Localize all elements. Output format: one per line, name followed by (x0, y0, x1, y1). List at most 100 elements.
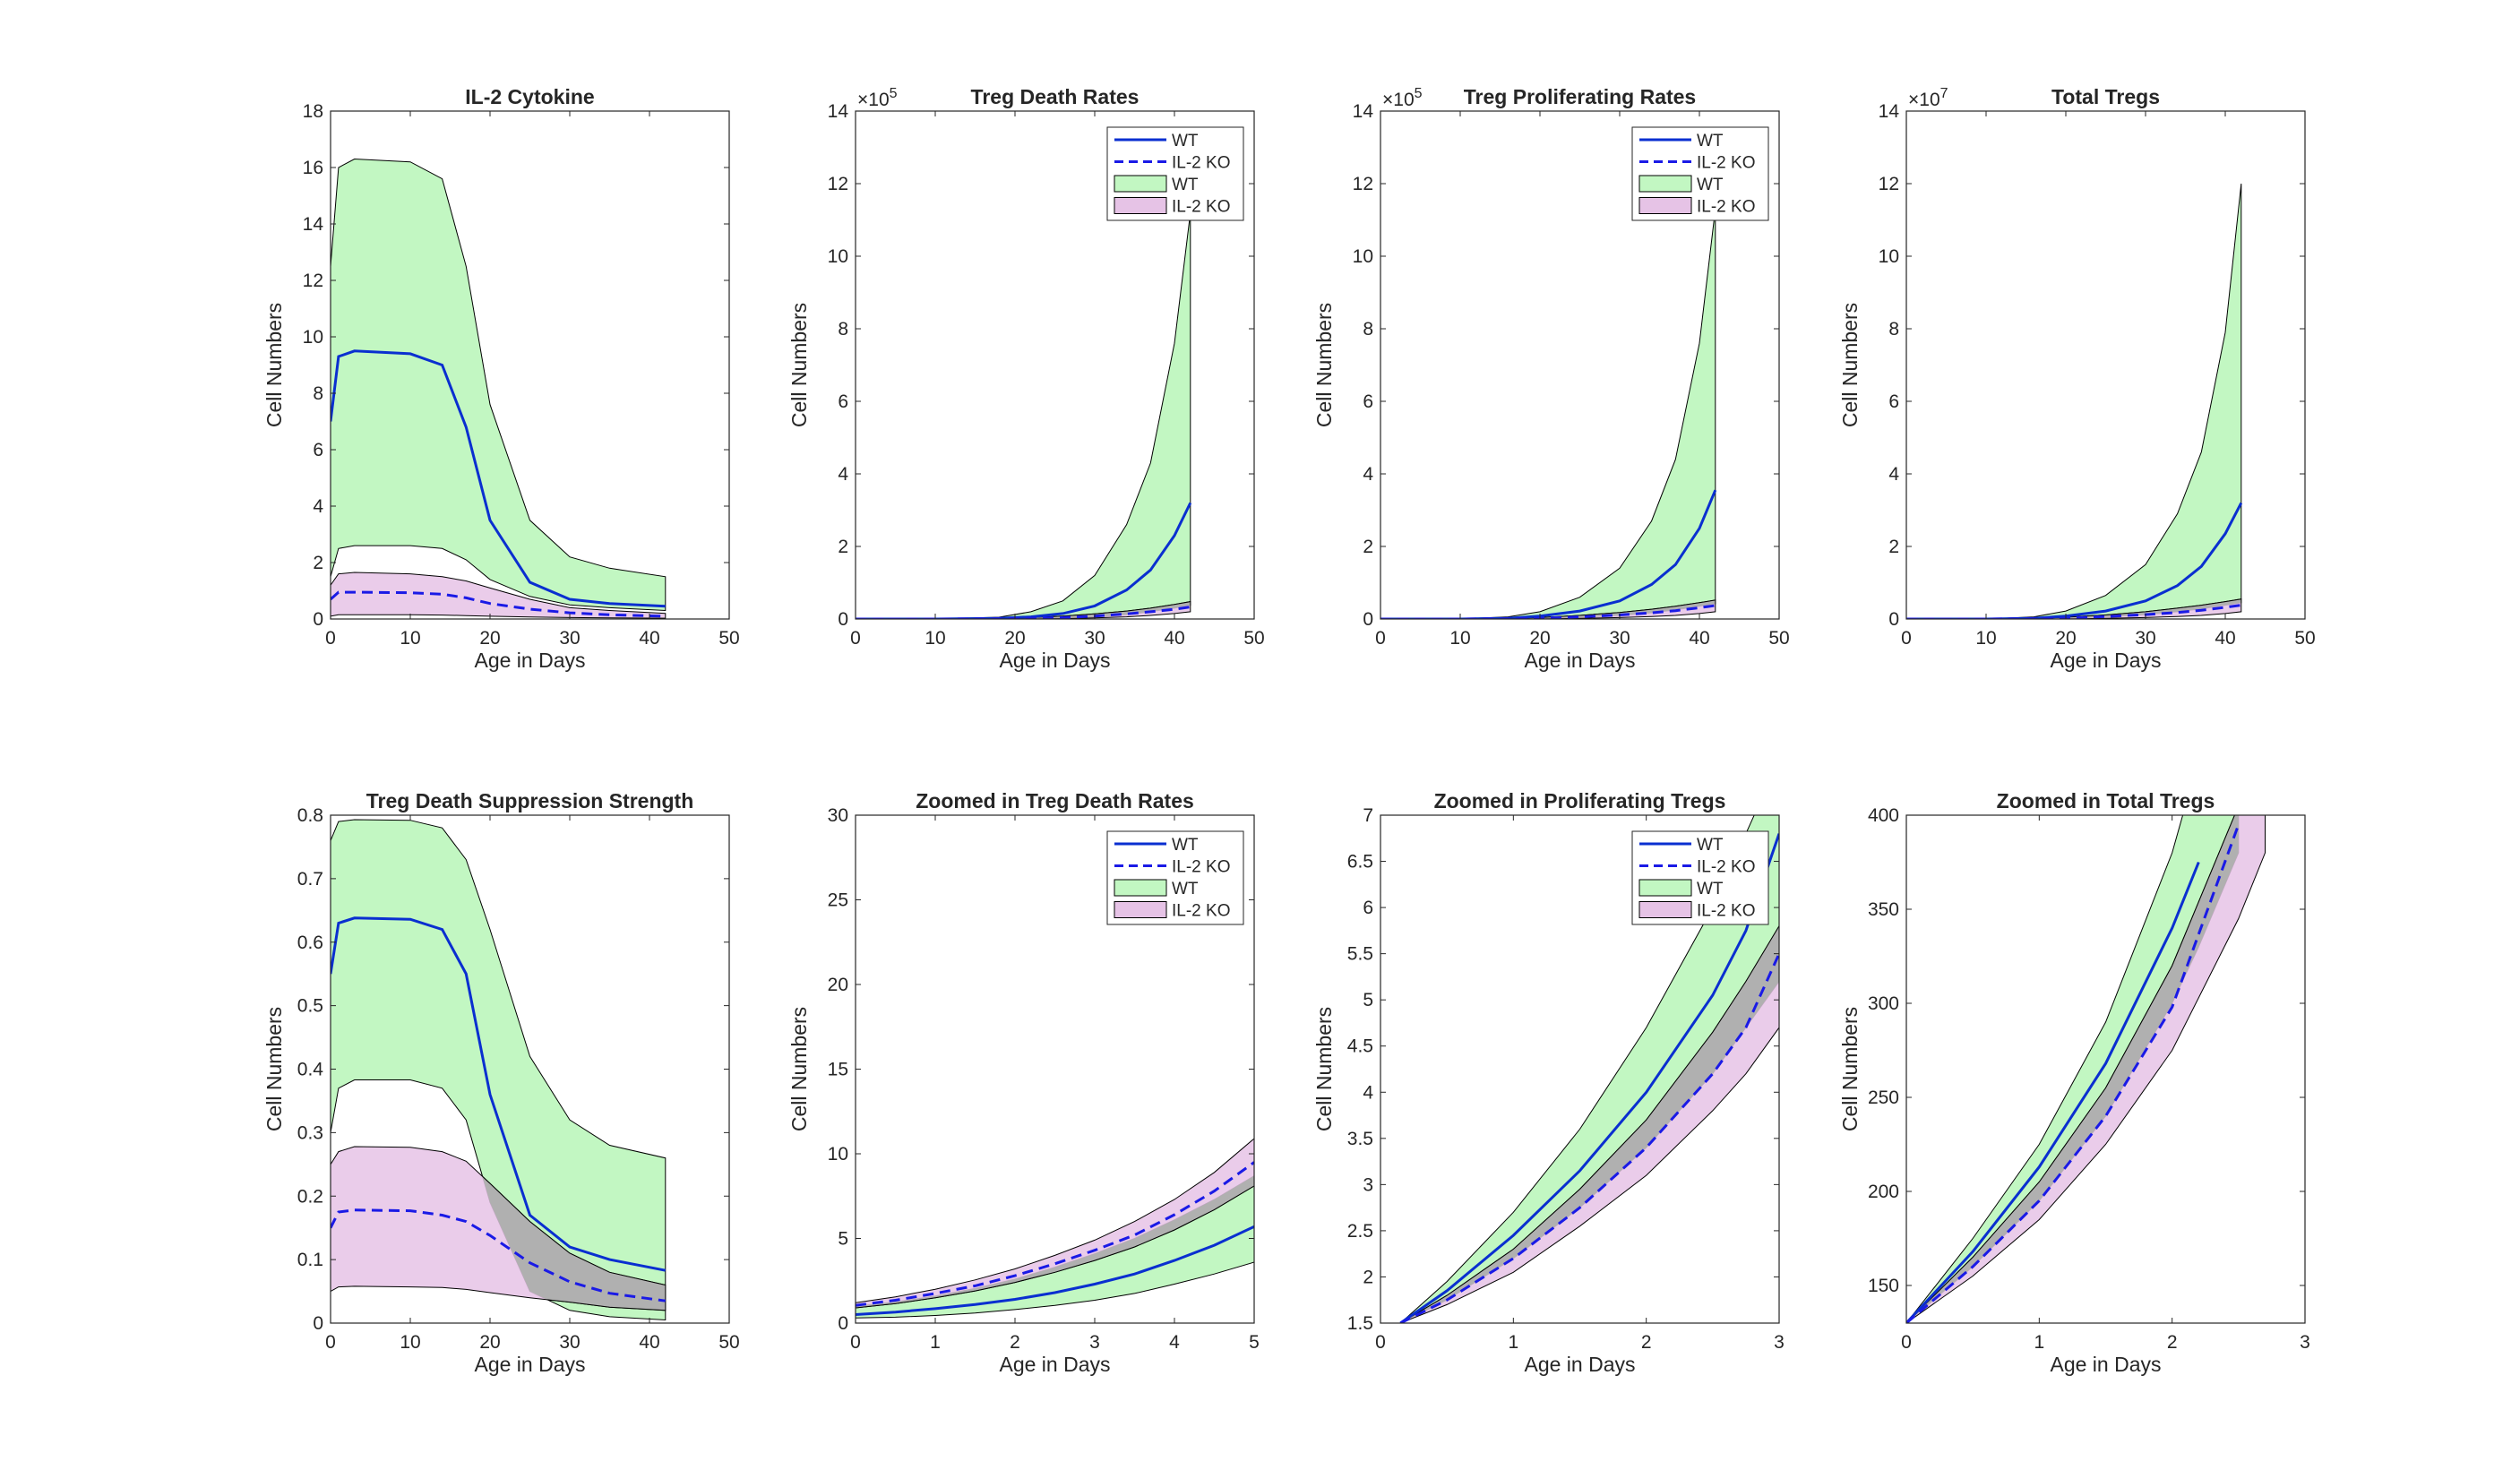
plot-area (1906, 111, 2305, 619)
x-tick-label: 2 (2167, 1332, 2178, 1353)
y-tick-label: 4 (1888, 464, 1899, 485)
y-tick-label: 2 (1363, 1267, 1373, 1287)
x-tick-label: 20 (1529, 628, 1550, 649)
y-tick-label: 2 (313, 553, 323, 573)
y-tick-label: 14 (1879, 101, 1900, 122)
y-tick-label: 3 (1363, 1174, 1373, 1195)
legend-label: IL-2 KO (1697, 858, 1755, 877)
axes-frame (1380, 814, 1780, 1324)
x-tick-label: 20 (1004, 628, 1025, 649)
legend-label: IL-2 KO (1697, 154, 1755, 173)
legend-wt-band-swatch (1114, 175, 1167, 193)
axes-frame (330, 110, 730, 620)
x-axis-label: Age in Days (1524, 1353, 1635, 1376)
x-tick-label: 0 (1901, 628, 1912, 649)
x-tick-label: 0 (325, 1332, 336, 1353)
x-tick-label: 20 (2055, 628, 2076, 649)
y-exponent-label: ×105 (1382, 86, 1423, 110)
y-exponent-label: ×107 (1908, 86, 1948, 110)
x-tick-label: 50 (1768, 628, 1789, 649)
y-tick-label: 350 (1868, 899, 1899, 920)
x-tick-label: 50 (1243, 628, 1264, 649)
chart-title: Zoomed in Proliferating Tregs (1434, 789, 1726, 812)
wt-mean-line (331, 349, 666, 608)
x-tick-label: 20 (479, 1332, 500, 1353)
y-tick-label: 2 (1888, 537, 1899, 557)
y-tick-label: 0.8 (297, 805, 323, 826)
y-tick-label: 25 (828, 890, 848, 911)
legend-il2ko-band-swatch (1638, 197, 1692, 214)
chart-title: Zoomed in Total Tregs (1997, 789, 2215, 812)
subplot-2: 0 10 20 30 40 50 0 2 4 6 8 10 12 14 ×105 Treg Death Rat… (787, 85, 1265, 672)
x-tick-label: 0 (1375, 628, 1386, 649)
x-tick-label: 30 (559, 628, 580, 649)
legend-label: IL-2 KO (1172, 198, 1230, 217)
legend-il2ko-band-swatch (1114, 197, 1167, 214)
x-tick-label: 40 (1689, 628, 1709, 649)
y-tick-label: 200 (1868, 1182, 1899, 1202)
y-tick-label: 2 (1363, 537, 1373, 557)
wt-mean-line (1399, 833, 1779, 1323)
x-axis-label: Age in Days (2050, 1353, 2161, 1376)
y-tick-label: 400 (1868, 805, 1899, 826)
y-tick-label: 0 (838, 1313, 848, 1334)
x-tick-label: 5 (1249, 1332, 1260, 1353)
y-tick-label: 8 (838, 319, 848, 340)
y-tick-label: 8 (313, 383, 323, 404)
y-tick-label: 10 (828, 1144, 848, 1165)
y-tick-label: 18 (303, 101, 323, 122)
chart-title: IL-2 Cytokine (465, 85, 594, 108)
chart-title: Treg Proliferating Rates (1464, 85, 1696, 108)
legend-label: IL-2 KO (1172, 858, 1230, 877)
legend: WT IL-2 KO WT IL-2 KO (1631, 126, 1769, 221)
axes-frame (1905, 814, 2306, 1324)
y-tick-label: 6 (1888, 391, 1899, 412)
axes-frame (1380, 110, 1780, 620)
legend: WT IL-2 KO WT IL-2 KO (1106, 126, 1244, 221)
y-tick-label: 6 (1363, 898, 1373, 918)
x-tick-label: 30 (559, 1332, 580, 1353)
legend-il2ko-band-swatch (1638, 901, 1692, 918)
y-tick-label: 10 (1879, 246, 1899, 267)
legend-label: WT (1172, 176, 1199, 194)
y-tick-label: 20 (828, 975, 848, 995)
wt-mean-line (856, 1225, 1254, 1316)
il2ko-mean-line (331, 1208, 667, 1302)
subplot-7: 0 1 2 3 1.5 2 2.5 3 3.5 4 4.5 5 5.5 6 6.5 7 Zoomed in Pr… (1312, 789, 1785, 1376)
y-tick-label: 14 (828, 101, 849, 122)
y-tick-label: 30 (828, 805, 848, 826)
x-tick-label: 3 (1774, 1332, 1785, 1353)
subplot-8: 0 1 2 3 150 200 250 300 350 400 Zoomed in Total Tr… (1838, 789, 2310, 1376)
y-tick-label: 0.1 (297, 1250, 323, 1270)
chart-title: Total Tregs (2051, 85, 2160, 108)
y-tick-label: 8 (1888, 319, 1899, 340)
x-axis-label: Age in Days (474, 1353, 585, 1376)
x-axis-label: Age in Days (474, 649, 585, 672)
y-tick-label: 4.5 (1347, 1036, 1373, 1057)
x-tick-label: 40 (2215, 628, 2235, 649)
y-tick-label: 0 (838, 609, 848, 630)
x-tick-label: 10 (400, 628, 420, 649)
y-tick-label: 0.6 (297, 933, 323, 953)
plot-content (1906, 815, 2266, 1323)
y-axis-label: Cell Numbers (1838, 303, 1862, 427)
il2ko-mean-line (1906, 823, 2240, 1323)
y-tick-label: 0 (313, 1313, 323, 1334)
chart-title: Treg Death Rates (971, 85, 1140, 108)
y-axis-label: Cell Numbers (262, 1007, 286, 1131)
x-tick-label: 50 (718, 628, 739, 649)
wt-band (331, 158, 667, 612)
y-tick-label: 2.5 (1347, 1221, 1373, 1242)
x-tick-label: 3 (1089, 1332, 1100, 1353)
y-tick-label: 10 (303, 327, 323, 348)
y-tick-label: 2 (838, 537, 848, 557)
y-tick-label: 0 (313, 609, 323, 630)
y-tick-label: 6 (1363, 391, 1373, 412)
x-axis-label: Age in Days (1524, 649, 1635, 672)
legend-label: WT (1172, 836, 1199, 855)
legend-label: IL-2 KO (1172, 902, 1230, 921)
x-axis-label: Age in Days (999, 649, 1110, 672)
x-axis-label: Age in Days (2050, 649, 2161, 672)
il2ko-mean-line (856, 1161, 1254, 1307)
